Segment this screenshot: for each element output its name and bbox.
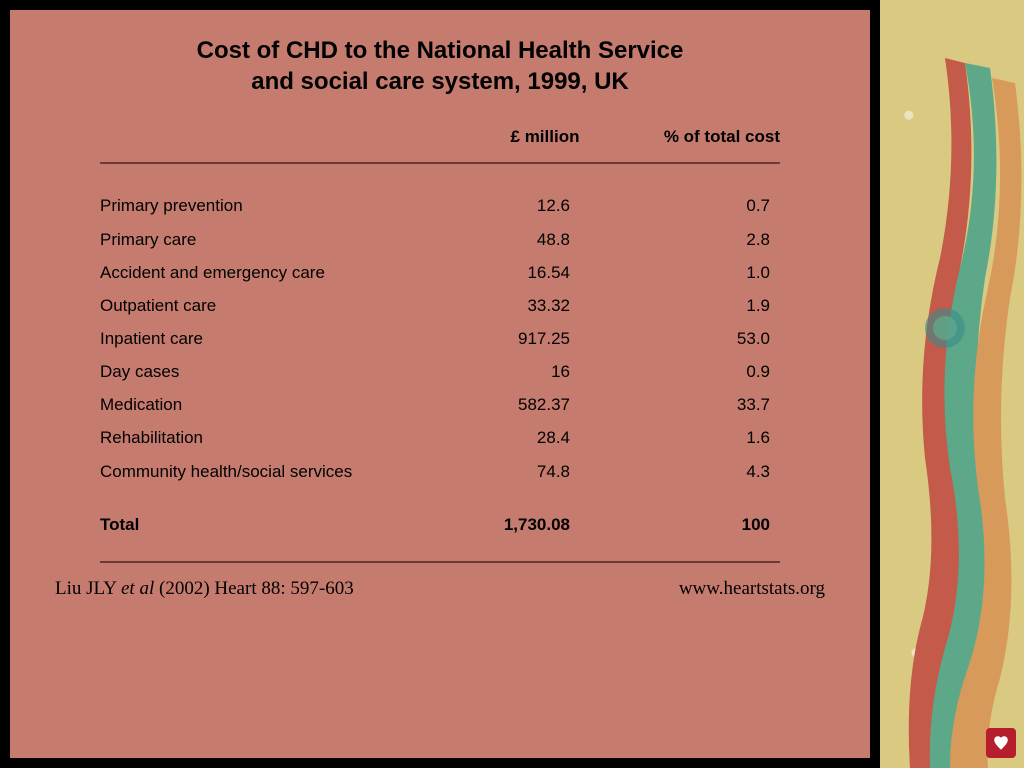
row-value: 582.37: [440, 388, 610, 421]
row-pct: 4.3: [610, 455, 780, 488]
total-pct: 100: [610, 508, 780, 541]
row-name: Inpatient care: [100, 322, 440, 355]
total-label: Total: [100, 508, 440, 541]
title-line-1: Cost of CHD to the National Health Servi…: [197, 37, 684, 64]
row-name: Day cases: [100, 355, 440, 388]
row-pct: 1.0: [610, 256, 780, 289]
row-value: 48.8: [440, 223, 610, 256]
row-value: 16: [440, 355, 610, 388]
title-line-2: and social care system, 1999, UK: [251, 68, 629, 95]
row-pct: 1.9: [610, 289, 780, 322]
bhf-logo: [986, 728, 1016, 758]
row-name: Outpatient care: [100, 289, 440, 322]
table-row: Accident and emergency care16.541.0: [100, 256, 780, 289]
table-row: Outpatient care33.321.9: [100, 289, 780, 322]
slide-sidebar: [880, 0, 1024, 768]
row-value: 28.4: [440, 421, 610, 454]
table-row: Medication582.3733.7: [100, 388, 780, 421]
row-name: Community health/social services: [100, 455, 440, 488]
row-pct: 53.0: [610, 322, 780, 355]
table-row: Day cases160.9: [100, 355, 780, 388]
cost-table: £ million % of total cost Primary preven…: [100, 127, 780, 562]
table-row: Rehabilitation28.41.6: [100, 421, 780, 454]
row-name: Rehabilitation: [100, 421, 440, 454]
row-pct: 33.7: [610, 388, 780, 421]
tree-decoration: [880, 8, 1024, 768]
row-pct: 2.8: [610, 223, 780, 256]
table-rule-bottom: [100, 561, 780, 563]
row-name: Medication: [100, 388, 440, 421]
row-pct: 0.7: [610, 189, 780, 222]
row-value: 74.8: [440, 455, 610, 488]
row-value: 917.25: [440, 322, 610, 355]
total-value: 1,730.08: [440, 508, 610, 541]
row-name: Primary prevention: [100, 189, 440, 222]
column-header-pct: % of total cost: [610, 127, 780, 147]
row-pct: 1.6: [610, 421, 780, 454]
table-row: Primary prevention12.60.7: [100, 189, 780, 222]
slide-title: Cost of CHD to the National Health Servi…: [50, 35, 830, 97]
row-pct: 0.9: [610, 355, 780, 388]
url: www.heartstats.org: [679, 578, 825, 600]
row-value: 16.54: [440, 256, 610, 289]
row-name: Accident and emergency care: [100, 256, 440, 289]
table-rule-top: [100, 162, 780, 164]
row-name: Primary care: [100, 223, 440, 256]
column-header-value: £ million: [440, 127, 610, 147]
citation: Liu JLY et al (2002) Heart 88: 597-603: [55, 578, 354, 600]
row-value: 12.6: [440, 189, 610, 222]
table-row-total: Total 1,730.08 100: [100, 508, 780, 541]
table-row: Community health/social services74.84.3: [100, 455, 780, 488]
table-row: Inpatient care917.2553.0: [100, 322, 780, 355]
row-value: 33.32: [440, 289, 610, 322]
slide-content: Cost of CHD to the National Health Servi…: [0, 0, 880, 768]
table-row: Primary care48.82.8: [100, 223, 780, 256]
slide-footer: Liu JLY et al (2002) Heart 88: 597-603 w…: [50, 578, 830, 600]
table-header: £ million % of total cost: [100, 127, 780, 147]
